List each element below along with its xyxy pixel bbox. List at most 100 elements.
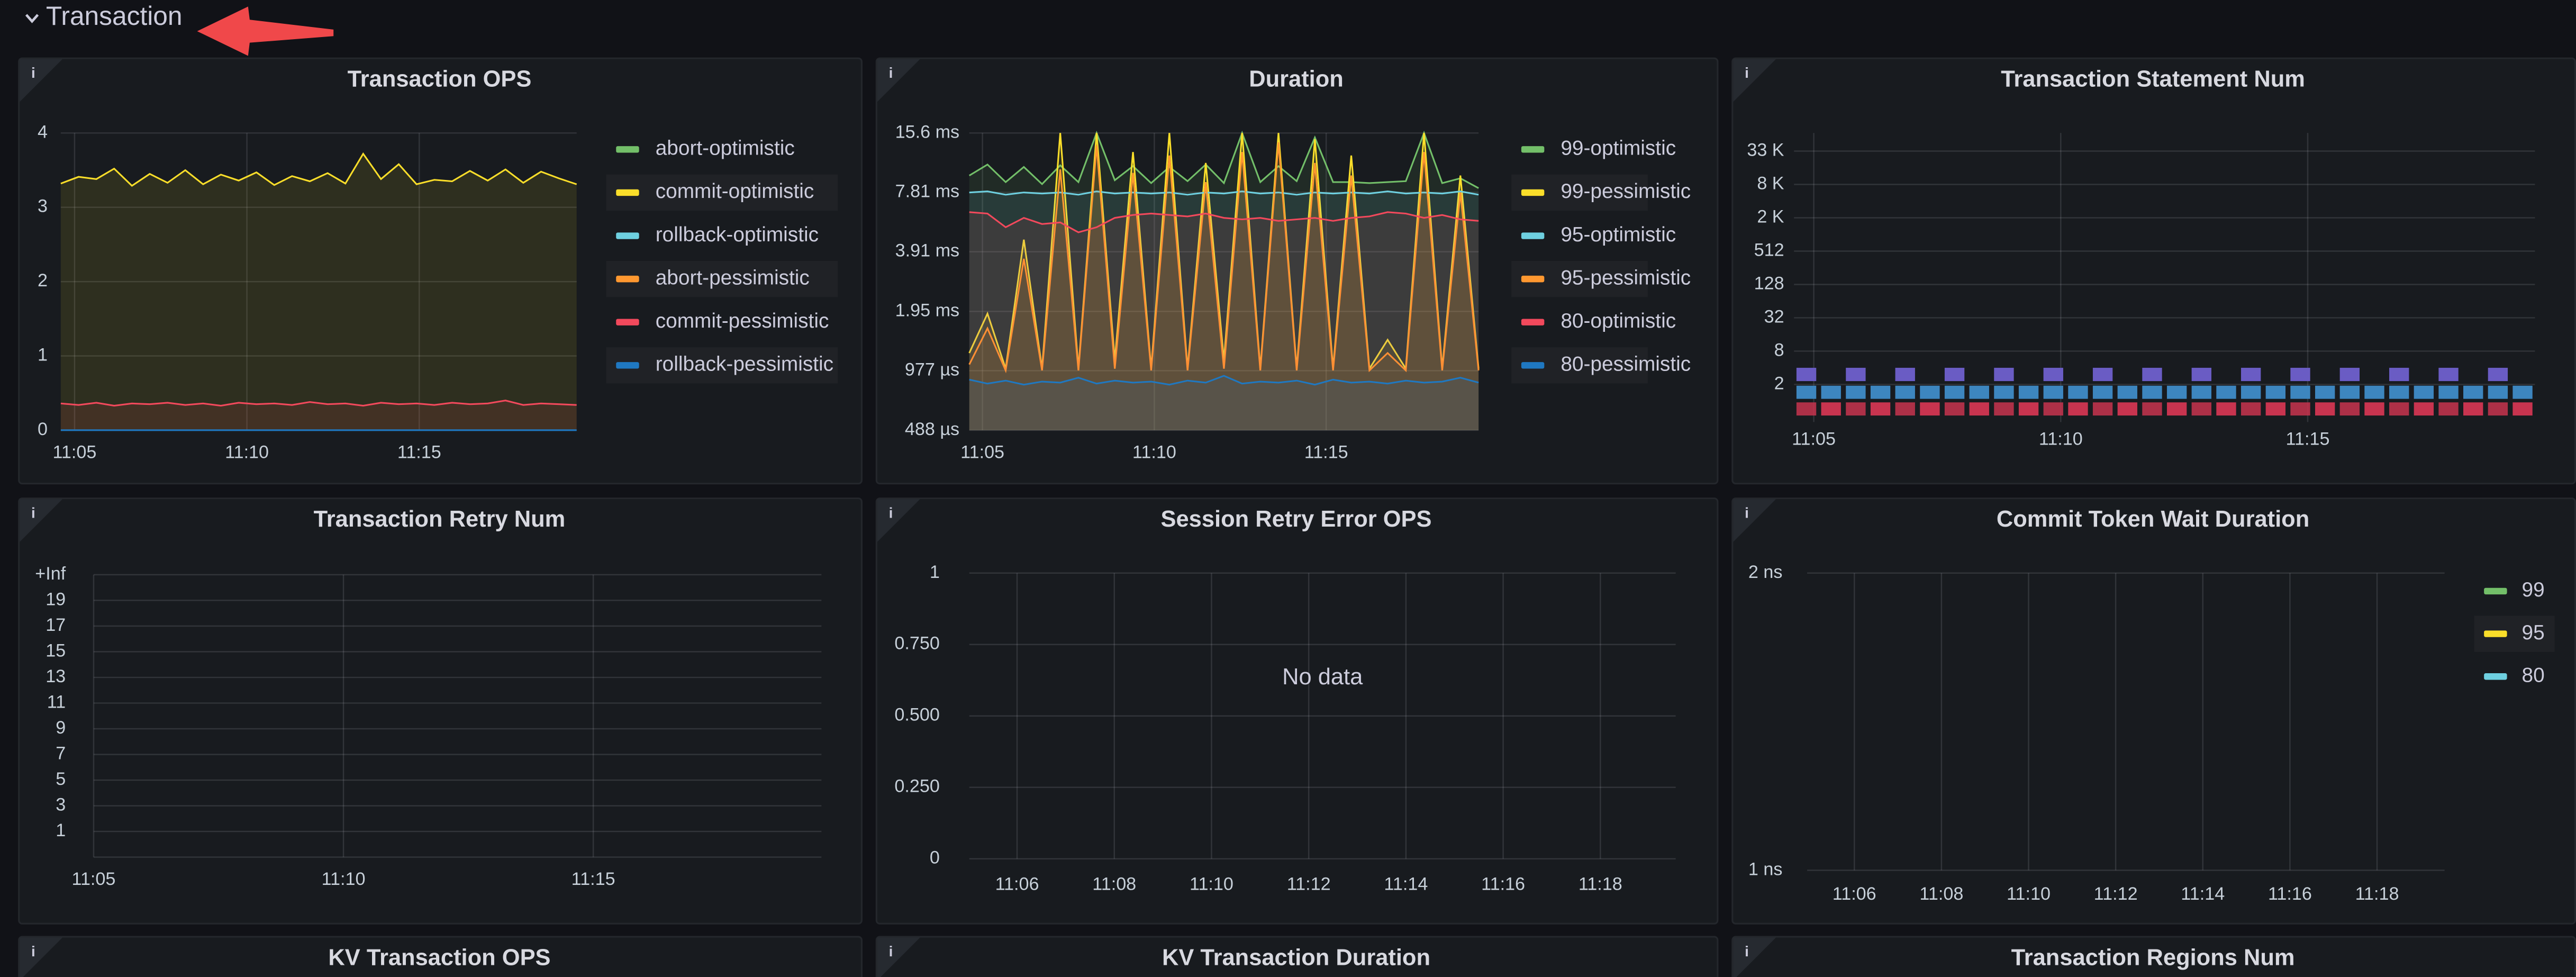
heatmap-cell <box>2488 367 2508 382</box>
heatmap-cell <box>2389 367 2409 382</box>
heatmap-cell <box>2191 402 2211 416</box>
heatmap-cell <box>2463 385 2483 399</box>
heatmap-cell <box>1969 385 1989 399</box>
panel-title: Duration <box>1249 67 1344 92</box>
heatmap-cell <box>1920 402 1940 416</box>
heatmap-cell <box>2290 385 2310 399</box>
panel <box>18 497 863 925</box>
heatmap-cell <box>1994 402 2014 416</box>
y-tick-label: 8 K <box>1757 173 1784 193</box>
legend-label: abort-optimistic <box>656 137 795 160</box>
heatmap-cell <box>2265 385 2286 399</box>
legend-swatch <box>616 275 639 283</box>
legend-swatch <box>1521 319 1545 325</box>
heatmap-cell <box>2043 367 2063 382</box>
heatmap-cell <box>1944 402 1965 416</box>
heatmap-cell <box>2290 402 2310 416</box>
x-tick-label: 11:10 <box>1190 874 1233 894</box>
x-tick-label: 11:06 <box>1833 884 1876 904</box>
panel-info-icon: i <box>1745 504 1749 521</box>
heatmap-cell <box>2438 385 2459 399</box>
heatmap-cell <box>2142 367 2162 382</box>
legend-label: 80-optimistic <box>1561 310 1676 332</box>
heatmap-cell <box>2290 367 2310 382</box>
series-line <box>968 130 1479 189</box>
panel <box>1731 497 2576 925</box>
heatmap-cell <box>1895 385 1915 399</box>
x-tick-label: 11:10 <box>2039 429 2083 449</box>
y-tick-label: 2 K <box>1757 206 1784 227</box>
series-line <box>969 211 1479 233</box>
heatmap-cell <box>2488 402 2508 416</box>
legend-swatch <box>2484 630 2507 637</box>
panel <box>875 497 1719 925</box>
heatmap-cell <box>2315 385 2335 399</box>
heatmap-cell <box>2191 367 2211 382</box>
y-tick-label: 3.91 ms <box>895 241 959 261</box>
panel-title: Transaction Statement Num <box>2001 67 2305 92</box>
legend-swatch <box>2484 673 2507 680</box>
heatmap-cell <box>2389 402 2409 416</box>
heatmap-cell <box>2142 385 2162 399</box>
heatmap-cell <box>2216 385 2236 399</box>
y-tick-label: 1 <box>38 345 48 365</box>
heatmap-cell <box>2339 385 2360 399</box>
heatmap-cell <box>2438 402 2459 416</box>
collapse-chevron[interactable] <box>25 14 39 23</box>
legend-label: rollback-optimistic <box>656 223 819 246</box>
heatmap-cell <box>2166 385 2187 399</box>
heatmap-cell <box>2438 367 2459 382</box>
x-tick-label: 11:08 <box>1919 884 1963 904</box>
panel-info-icon: i <box>1745 943 1749 960</box>
heatmap-cell <box>1944 367 1965 382</box>
panel-title: Transaction Regions Num <box>2011 945 2295 970</box>
y-tick-label: 15.6 ms <box>895 122 959 142</box>
legend-label: 80 <box>2522 664 2545 686</box>
legend-swatch <box>2484 587 2507 595</box>
heatmap-cell <box>2265 402 2286 416</box>
legend-swatch <box>1521 275 1545 283</box>
heatmap-cell <box>2092 402 2113 416</box>
heatmap-cell <box>2092 385 2113 399</box>
series-line <box>968 142 1480 374</box>
legend-swatch <box>616 232 639 239</box>
y-tick-label: 0.750 <box>894 634 939 654</box>
x-tick-label: 11:14 <box>2181 884 2225 904</box>
annotation-arrow <box>197 6 334 56</box>
section-title[interactable]: Transaction <box>46 1 183 31</box>
y-tick-label: 13 <box>46 666 66 686</box>
heatmap-cell <box>2241 367 2261 382</box>
legend-row-bg <box>606 347 838 384</box>
heatmap-cell <box>2092 367 2113 382</box>
heatmap-cell <box>1846 402 1866 416</box>
x-tick-label: 11:16 <box>1481 874 1525 894</box>
y-tick-label: 3 <box>56 795 66 815</box>
heatmap-cell <box>2414 402 2434 416</box>
y-tick-label: 1 <box>930 562 940 582</box>
x-tick-label: 11:10 <box>2007 884 2051 904</box>
y-tick-label: 0.500 <box>894 705 939 725</box>
heatmap-cell <box>1994 385 2014 399</box>
heatmap-cell <box>2364 402 2384 416</box>
panel-title: Commit Token Wait Duration <box>1997 506 2309 532</box>
x-tick-label: 11:15 <box>397 442 441 462</box>
heatmap-cell <box>1796 402 1817 416</box>
panel-info-corner <box>1733 499 1776 542</box>
y-tick-label: 19 <box>46 589 66 609</box>
heatmap-cell <box>1895 367 1915 382</box>
series-line <box>60 152 577 187</box>
no-data-message: No data <box>1282 664 1363 690</box>
x-tick-label: 11:05 <box>52 442 96 462</box>
series-area <box>969 133 1479 430</box>
series-line <box>969 375 1479 386</box>
legend-label: 99-optimistic <box>1561 137 1676 160</box>
y-tick-label: 0.250 <box>894 776 939 797</box>
panel <box>875 936 1719 977</box>
x-tick-label: 11:12 <box>2094 884 2138 904</box>
legend-label: rollback-pessimistic <box>656 353 833 376</box>
heatmap-cell <box>1796 367 1817 382</box>
heatmap-cell <box>1870 385 1891 399</box>
y-tick-label: 0 <box>930 848 940 868</box>
panel-info-icon: i <box>889 504 893 521</box>
heatmap-cell <box>1895 402 1915 416</box>
